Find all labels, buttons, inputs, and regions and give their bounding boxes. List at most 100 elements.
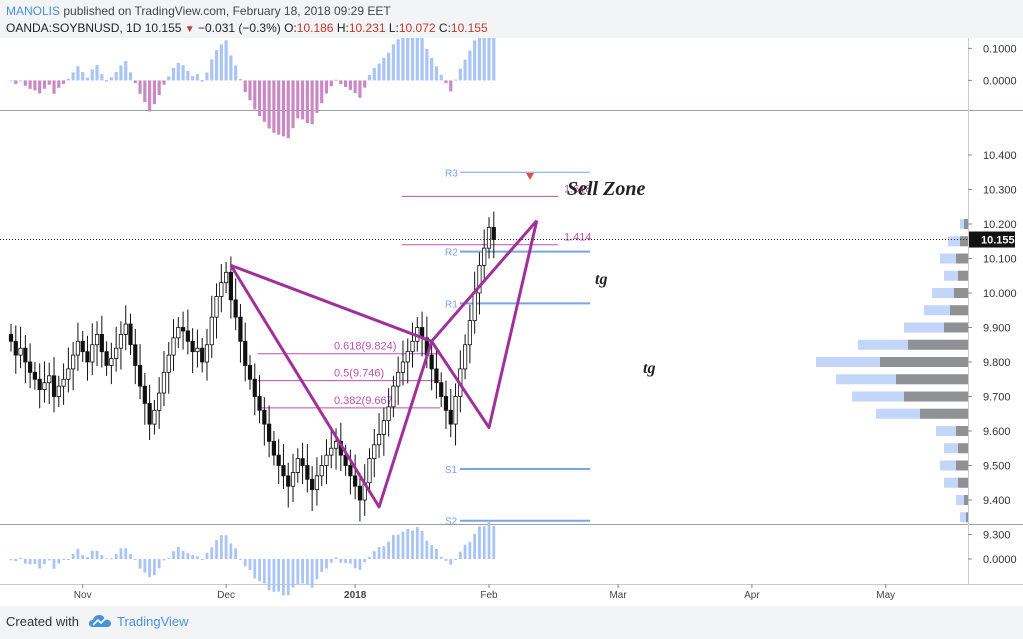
candle-body xyxy=(85,351,90,363)
volume-profile-up-bar xyxy=(964,219,968,229)
candle-body xyxy=(257,396,262,411)
pivot-label: S2 xyxy=(445,517,458,528)
upper-histogram-bar xyxy=(81,72,85,81)
lower-histogram-bar xyxy=(47,559,51,561)
volume-profile-up-bar xyxy=(944,322,968,333)
candle-body xyxy=(94,333,100,346)
lower-histogram-bar xyxy=(167,557,171,559)
time-axis-tick-label: Mar xyxy=(609,590,627,601)
candle-body xyxy=(247,365,253,380)
upper-histogram-bar xyxy=(234,65,238,81)
candle-body xyxy=(434,368,439,384)
candle-body xyxy=(319,465,324,477)
upper-histogram-bar xyxy=(281,80,286,137)
lower-histogram-bar xyxy=(492,525,496,559)
upper-histogram-bar xyxy=(387,52,391,81)
candle-body xyxy=(28,361,33,373)
author-name[interactable]: MANOLIS xyxy=(6,4,61,18)
candle-body xyxy=(233,299,238,318)
lower-histogram-bar xyxy=(62,559,65,560)
lower-histogram-bar xyxy=(33,559,37,564)
candle-body xyxy=(61,378,66,387)
price-change: −0.031 (−0.3%) xyxy=(198,21,281,35)
lower-histogram-bar xyxy=(66,559,70,560)
harmonic-pattern xyxy=(229,219,539,509)
price-axis-tick-label: 9.400 xyxy=(983,495,1011,507)
upper-histogram-bar xyxy=(410,38,415,81)
lower-histogram-bar xyxy=(129,553,132,559)
pivot-label: R3 xyxy=(445,168,458,179)
lower-histogram-bar xyxy=(458,551,462,559)
volume-profile-bar xyxy=(944,477,968,488)
upper-histogram-bar xyxy=(310,80,314,125)
candle-body xyxy=(99,333,104,353)
upper-histogram-bar xyxy=(76,66,80,81)
candle-body xyxy=(37,378,42,390)
lower-histogram-bar xyxy=(234,548,238,559)
upper-histogram-bar xyxy=(253,80,257,110)
time-axis-tick-label: Nov xyxy=(74,590,92,601)
candle-body xyxy=(491,227,496,240)
upper-histogram-bar xyxy=(329,80,333,87)
candle-body xyxy=(42,382,47,391)
lower-histogram-bar xyxy=(200,559,204,560)
volume-profile-bar xyxy=(944,443,968,454)
candle-body xyxy=(47,375,52,384)
price-chart[interactable]: 0.1000 0.0000 R3 R2 R1 S1 S2 0.618(9.824) 0.5(9.… xyxy=(0,38,1023,606)
upper-indicator: 0.1000 0.0000 xyxy=(9,38,1017,139)
upper-histogram-bar xyxy=(463,59,467,81)
lower-histogram-bar xyxy=(387,541,391,559)
volume-profile-up-bar xyxy=(880,357,968,367)
candle-body xyxy=(190,340,195,353)
lower-histogram-bar xyxy=(224,535,228,559)
upper-histogram-bar xyxy=(348,80,352,90)
lower-histogram-bar xyxy=(449,559,453,565)
upper-histogram-bar xyxy=(18,80,23,82)
candle-body xyxy=(482,247,487,266)
time-axis-tick-label: Dec xyxy=(217,590,235,601)
candle-body xyxy=(429,354,434,370)
chart-background xyxy=(0,38,1023,606)
candle-body xyxy=(290,471,296,487)
lower-histogram-bar xyxy=(196,556,199,559)
candle-body xyxy=(381,420,386,435)
lower-histogram-bar xyxy=(377,547,381,559)
upper-histogram-bar xyxy=(391,44,395,81)
lower-histogram-bar xyxy=(392,535,395,559)
lower-histogram-bar xyxy=(411,530,414,559)
lower-histogram-bar xyxy=(329,559,333,563)
last-price: 10.155 xyxy=(144,21,182,35)
close-value: 10.155 xyxy=(450,21,488,35)
upper-histogram-bar xyxy=(458,68,462,81)
candle-body xyxy=(439,382,444,397)
lower-histogram-bar xyxy=(81,555,85,559)
sell-zone-label: Sell Zone xyxy=(567,178,645,200)
lower-histogram-bar xyxy=(372,551,376,559)
candle-body xyxy=(8,333,14,342)
upper-histogram-bar xyxy=(114,72,118,81)
created-with-text: Created with xyxy=(6,614,79,629)
upper-histogram-bar xyxy=(66,78,70,81)
price-axis-tick-label: 9.800 xyxy=(983,357,1011,369)
lower-histogram-bar xyxy=(186,553,190,559)
candle-body xyxy=(152,409,157,425)
tradingview-brand[interactable]: TradingView xyxy=(117,614,189,629)
candle-body xyxy=(32,371,38,380)
volume-profile-up-bar xyxy=(920,408,968,419)
upper-histogram-bar xyxy=(47,80,51,85)
upper-histogram-bar xyxy=(210,59,214,81)
lower-histogram-bar xyxy=(28,559,32,565)
upper-histogram-bar xyxy=(23,80,27,86)
lower-histogram-bar xyxy=(339,559,343,563)
pattern-bd-leg xyxy=(430,219,538,343)
lower-histogram-bar xyxy=(487,520,491,559)
lower-histogram-bar xyxy=(348,559,352,564)
upper-histogram-bar xyxy=(176,62,180,81)
upper-histogram-bar xyxy=(363,80,367,88)
open-value: 10.186 xyxy=(296,21,334,35)
volume-profile-bar xyxy=(936,426,968,436)
lower-histogram-bar xyxy=(454,559,457,560)
upper-histogram-bar xyxy=(257,80,262,117)
lower-histogram-bar xyxy=(205,552,209,559)
lower-histogram-bar xyxy=(325,559,328,569)
